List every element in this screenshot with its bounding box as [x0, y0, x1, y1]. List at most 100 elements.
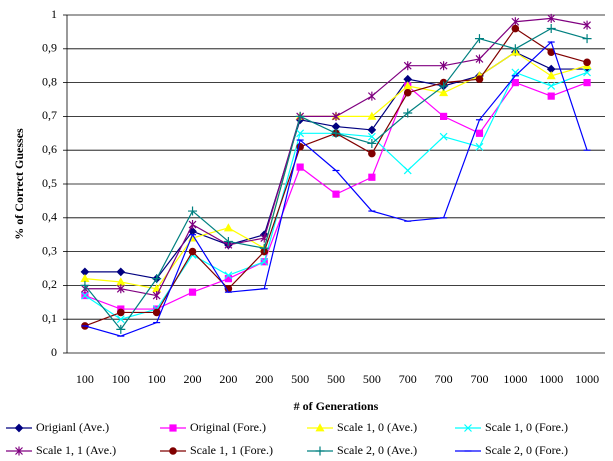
y-axis-title: % of Correct Guesses — [12, 128, 26, 240]
marker — [439, 88, 449, 97]
marker — [475, 75, 484, 84]
y-tick-label: 0,3 — [42, 243, 57, 257]
marker — [511, 24, 520, 33]
marker — [475, 142, 484, 151]
marker — [15, 446, 23, 456]
legend-item: Scale 2, 0 (Fore.) — [455, 443, 568, 457]
marker — [332, 190, 340, 198]
marker — [403, 88, 412, 97]
marker — [331, 128, 341, 138]
marker — [367, 132, 376, 141]
x-tick-label: 500 — [291, 372, 309, 386]
marker — [546, 71, 556, 80]
marker — [547, 92, 555, 100]
marker — [223, 236, 233, 246]
marker — [152, 291, 161, 301]
marker — [403, 61, 412, 71]
marker — [439, 61, 448, 71]
series — [81, 78, 591, 313]
marker — [188, 247, 197, 256]
x-tick-label: 700 — [470, 372, 488, 386]
marker — [464, 424, 472, 432]
series-line — [84, 17, 588, 297]
legend-label: Scale 1, 1 (Ave.) — [36, 443, 116, 457]
x-tick-label: 100 — [112, 372, 130, 386]
y-tick-label: 0 — [51, 345, 57, 359]
legend-item: Scale 1, 1 (Fore.) — [160, 443, 273, 457]
legend-item: Scale 1, 0 (Ave.) — [307, 420, 417, 434]
marker — [439, 132, 448, 141]
marker — [116, 324, 126, 334]
marker — [583, 78, 591, 87]
marker — [315, 423, 325, 432]
marker — [367, 138, 377, 148]
y-tick-label: 0,1 — [42, 311, 57, 325]
marker — [332, 111, 340, 121]
marker — [367, 111, 377, 120]
series — [80, 24, 592, 334]
y-tick-label: 0,8 — [42, 74, 57, 88]
marker — [188, 206, 198, 216]
y-tick-label: 0,7 — [42, 108, 57, 122]
marker — [296, 163, 304, 171]
marker — [367, 91, 376, 101]
x-tick-label: 700 — [435, 372, 453, 386]
marker — [583, 68, 591, 77]
legend-item: Original (Fore.) — [160, 420, 266, 434]
x-tick-label: 200 — [255, 372, 273, 386]
marker — [547, 82, 556, 90]
marker — [511, 78, 519, 87]
marker — [547, 13, 556, 23]
y-tick-label: 0,9 — [42, 41, 57, 55]
legend-item: Scale 1, 1 (Ave.) — [6, 443, 116, 457]
marker — [260, 257, 269, 266]
legend-item: Scale 2, 0 (Ave.) — [307, 443, 417, 457]
marker — [403, 108, 413, 118]
marker — [152, 308, 161, 317]
legend-label: Origianl (Ave.) — [36, 420, 109, 434]
marker — [296, 129, 305, 138]
legend-label: Original (Fore.) — [190, 420, 266, 434]
y-tick-label: 1 — [51, 7, 57, 21]
marker — [475, 129, 484, 137]
x-tick-label: 200 — [219, 372, 237, 386]
x-tick-label: 700 — [399, 372, 417, 386]
marker — [510, 44, 520, 54]
marker — [295, 111, 305, 121]
marker — [403, 81, 413, 90]
legend-label: Scale 1, 0 (Ave.) — [337, 420, 417, 434]
marker — [403, 166, 412, 175]
legend-label: Scale 2, 0 (Ave.) — [337, 443, 417, 457]
marker — [169, 447, 177, 455]
y-tick-label: 0,2 — [42, 277, 57, 291]
marker — [583, 58, 591, 67]
y-tick-label: 0,4 — [42, 210, 57, 224]
x-tick-label: 200 — [184, 372, 202, 386]
x-tick-label: 500 — [327, 372, 345, 386]
marker — [583, 20, 591, 30]
marker — [474, 34, 484, 44]
marker — [259, 243, 269, 253]
marker — [440, 112, 448, 121]
marker — [117, 308, 125, 317]
y-tick-label: 0,6 — [42, 142, 57, 156]
x-tick-label: 1000 — [503, 372, 527, 386]
marker — [80, 280, 90, 290]
legend-label: Scale 1, 0 (Fore.) — [485, 420, 568, 434]
marker — [546, 24, 556, 34]
marker — [14, 423, 24, 433]
legend-label: Scale 2, 0 (Fore.) — [485, 443, 568, 457]
marker — [188, 220, 197, 230]
marker — [116, 284, 125, 294]
x-tick-label: 1000 — [575, 372, 599, 386]
marker — [169, 424, 177, 432]
x-tick-label: 1000 — [539, 372, 563, 386]
marker — [368, 173, 376, 181]
marker — [116, 267, 126, 277]
marker — [315, 446, 325, 456]
marker — [367, 125, 377, 135]
marker — [582, 34, 592, 44]
marker — [152, 274, 162, 284]
x-tick-label: 100 — [148, 372, 166, 386]
